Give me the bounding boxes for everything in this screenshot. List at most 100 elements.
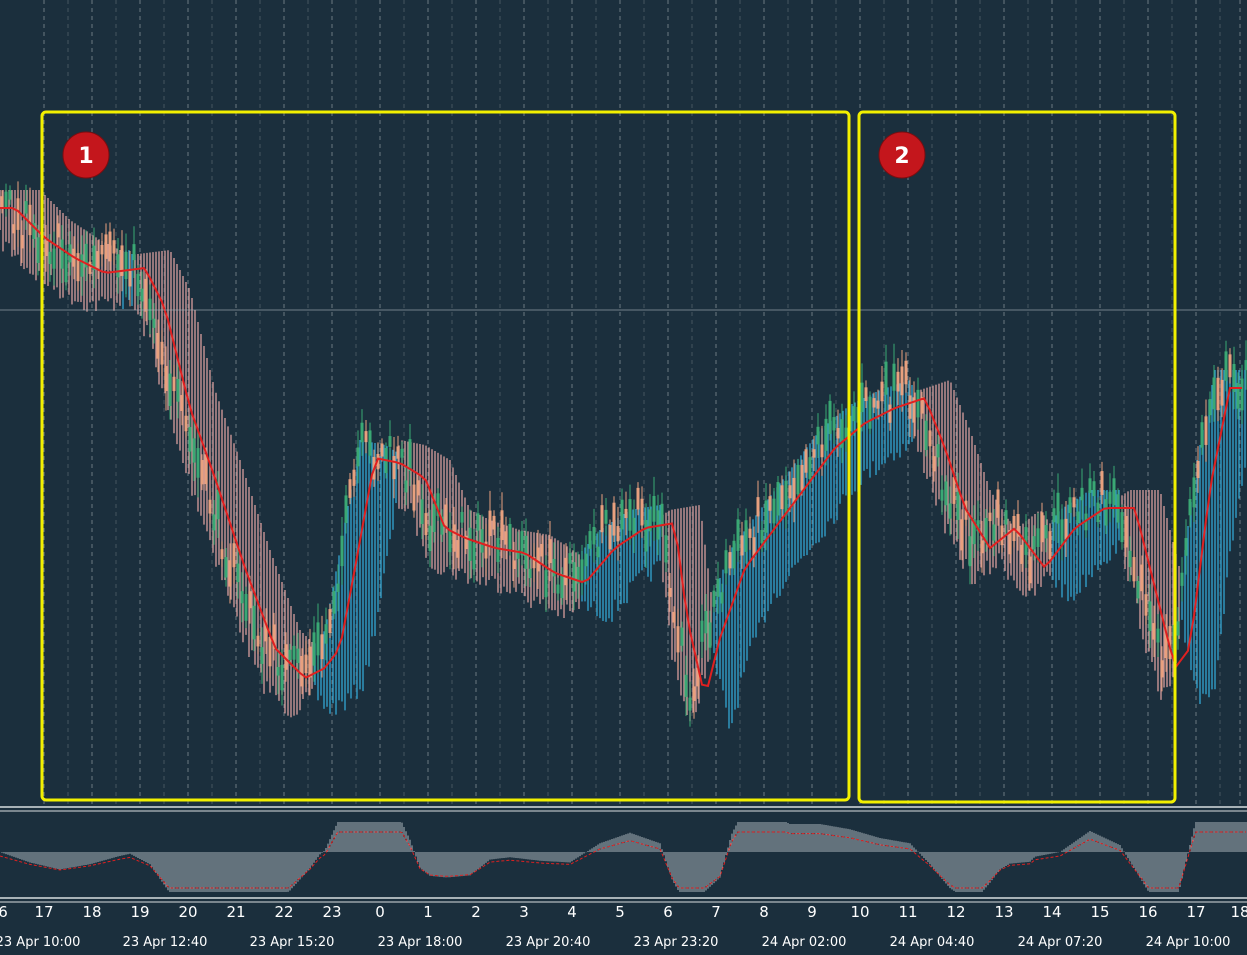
candle-body (165, 366, 168, 391)
candle-body (1061, 519, 1064, 545)
candle-body (261, 647, 264, 664)
candle-body (669, 588, 672, 597)
candle-body (1045, 525, 1048, 538)
candle-body (221, 549, 224, 559)
candle-body (1105, 499, 1108, 525)
candle-body (297, 649, 300, 663)
date-label: 23 Apr 12:40 (123, 935, 208, 950)
candle-body (129, 271, 132, 287)
candle-body (169, 374, 172, 406)
candle-body (1001, 526, 1004, 546)
candle-body (593, 527, 596, 544)
candle-body (1157, 629, 1160, 643)
candle-body (581, 559, 584, 580)
candle-body (677, 626, 680, 652)
candle-body (1141, 565, 1144, 592)
candle-body (621, 500, 624, 530)
candle-body (1241, 379, 1244, 411)
hour-label: 16 (1138, 903, 1157, 921)
candle-body (749, 529, 752, 538)
candle-body (449, 529, 452, 552)
hour-label: 21 (226, 903, 245, 921)
candle-body (885, 362, 888, 395)
candle-body (461, 512, 464, 523)
candle-body (1209, 399, 1212, 415)
candle-body (585, 554, 588, 567)
candle-body (917, 390, 920, 418)
candle-body (229, 560, 232, 586)
candle-body (181, 395, 184, 411)
candle-body (309, 647, 312, 678)
candle-body (481, 529, 484, 552)
hour-label: 3 (519, 903, 529, 921)
candle-body (1065, 519, 1068, 539)
candle-body (1005, 510, 1008, 524)
candle-body (693, 686, 696, 701)
date-label: 24 Apr 04:40 (890, 935, 975, 950)
candle-body (557, 585, 560, 594)
candle-body (1073, 497, 1076, 507)
candle-body (705, 611, 708, 633)
candle-body (109, 232, 112, 262)
candle-body (1041, 512, 1044, 542)
candle-body (1197, 461, 1200, 478)
candle-body (329, 609, 332, 633)
candle-body (1121, 512, 1124, 542)
candle-body (233, 543, 236, 567)
candle-body (117, 254, 120, 277)
candle-body (353, 470, 356, 486)
candle-body (681, 628, 684, 646)
candle-body (225, 557, 228, 577)
candle-body (29, 205, 32, 235)
candle-body (717, 579, 720, 597)
candle-body (597, 547, 600, 558)
candle-body (729, 552, 732, 568)
candle-body (789, 485, 792, 498)
candle-body (305, 655, 308, 674)
candle-body (1033, 536, 1036, 549)
hour-label: 22 (274, 903, 293, 921)
candle-body (1129, 551, 1132, 567)
candle-body (141, 289, 144, 302)
candle-body (81, 254, 84, 276)
candle-body (365, 431, 368, 442)
hour-label: 4 (567, 903, 577, 921)
candle-body (529, 569, 532, 578)
candle-body (157, 333, 160, 359)
hour-label: 6 (0, 903, 8, 921)
candle-body (201, 460, 204, 484)
candle-body (1153, 623, 1156, 640)
candle-body (909, 395, 912, 418)
candle-body (933, 456, 936, 471)
candle-body (701, 621, 704, 642)
candle-body (881, 382, 884, 402)
candle-body (733, 541, 736, 569)
candle-body (813, 449, 816, 457)
hour-label: 18 (1230, 903, 1247, 921)
candle-body (193, 438, 196, 462)
candle-body (473, 542, 476, 569)
candle-body (773, 499, 776, 524)
date-label: 23 Apr 18:00 (378, 935, 463, 950)
candle-body (325, 624, 328, 643)
candle-body (1161, 660, 1164, 677)
candle-body (873, 398, 876, 407)
candle-body (1125, 516, 1128, 547)
candle-body (945, 481, 948, 505)
candle-body (1029, 557, 1032, 584)
date-label: 23 Apr 15:20 (250, 935, 335, 950)
candle-body (397, 446, 400, 458)
candle-body (1021, 545, 1024, 564)
candle-body (817, 427, 820, 445)
candle-body (949, 503, 952, 518)
candle-body (537, 548, 540, 572)
candle-body (737, 519, 740, 551)
hour-label: 15 (1090, 903, 1109, 921)
hour-label: 2 (471, 903, 481, 921)
candle-body (381, 443, 384, 456)
candle-body (713, 591, 716, 607)
candle-body (969, 536, 972, 566)
candle-body (617, 526, 620, 541)
